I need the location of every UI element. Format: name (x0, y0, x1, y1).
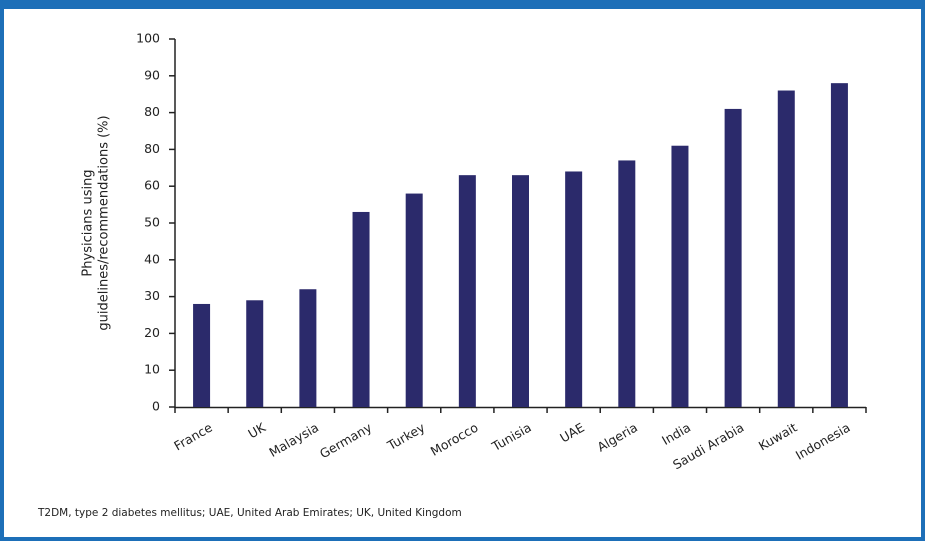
y-tick-label: 60 (144, 178, 160, 193)
bar (246, 300, 264, 407)
y-tick-label: 80 (144, 141, 160, 156)
bar (671, 145, 689, 407)
y-tick-label: 80 (144, 104, 160, 119)
bar (724, 108, 742, 408)
bar (565, 171, 583, 407)
bar (512, 175, 529, 407)
bar (777, 90, 795, 408)
bar (830, 83, 848, 407)
footnote: T2DM, type 2 diabetes mellitus; UAE, Uni… (37, 507, 462, 519)
bar (405, 193, 423, 407)
bar (193, 303, 211, 407)
y-tick-label: 30 (144, 288, 160, 303)
y-tick-label: 0 (152, 399, 160, 414)
y-axis-title: guidelines/recommendations (%) (97, 115, 112, 330)
bar (618, 160, 636, 407)
y-tick-label: 10 (144, 362, 160, 377)
y-tick-label: 100 (136, 31, 160, 46)
bar (352, 211, 370, 407)
y-tick-label: 90 (144, 67, 160, 82)
y-tick-label: 50 (144, 215, 160, 230)
bar (458, 175, 476, 407)
y-tick-label: 20 (144, 325, 160, 340)
y-tick-label: 40 (144, 251, 160, 266)
bar (299, 289, 317, 407)
y-axis-title: Physicians using (81, 169, 96, 276)
